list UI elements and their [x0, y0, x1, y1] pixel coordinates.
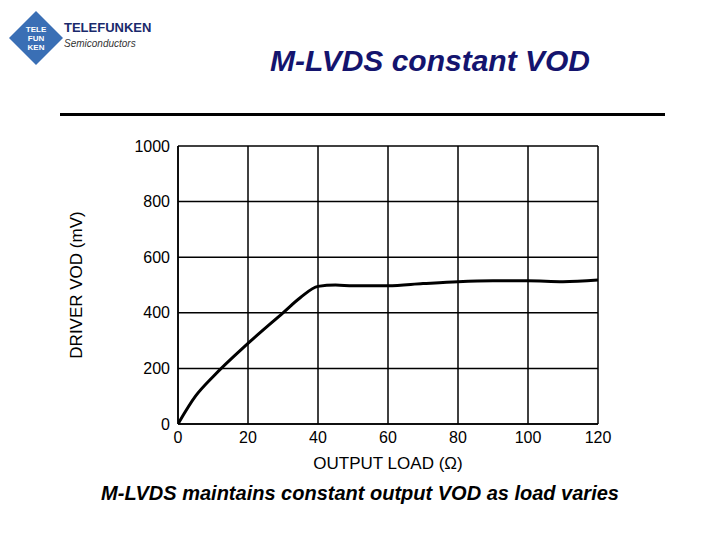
- svg-text:1000: 1000: [134, 138, 170, 155]
- svg-text:800: 800: [143, 193, 170, 210]
- svg-text:400: 400: [143, 304, 170, 321]
- svg-text:TELE: TELE: [26, 25, 47, 34]
- svg-text:600: 600: [143, 249, 170, 266]
- svg-text:0: 0: [161, 416, 170, 433]
- svg-text:FUN: FUN: [28, 34, 45, 43]
- svg-text:OUTPUT LOAD (Ω): OUTPUT LOAD (Ω): [313, 454, 462, 473]
- svg-text:40: 40: [309, 429, 327, 446]
- html-text:Semiconductors: Semiconductors: [64, 38, 136, 49]
- svg-text:KEN: KEN: [28, 43, 45, 52]
- svg-text:100: 100: [515, 429, 542, 446]
- svg-text:200: 200: [143, 360, 170, 377]
- svg-text:80: 80: [449, 429, 467, 446]
- svg-text:0: 0: [174, 429, 183, 446]
- html-text:M-LVDS constant VOD: M-LVDS constant VOD: [270, 44, 590, 77]
- svg-text:120: 120: [585, 429, 612, 446]
- svg-text:60: 60: [379, 429, 397, 446]
- html-text:M-LVDS maintains constant outp: M-LVDS maintains constant output VOD as …: [101, 482, 619, 504]
- html-text:TELEFUNKEN: TELEFUNKEN: [64, 20, 152, 35]
- svg-text:20: 20: [239, 429, 257, 446]
- svg-text:DRIVER VOD (mV): DRIVER VOD (mV): [67, 211, 86, 358]
